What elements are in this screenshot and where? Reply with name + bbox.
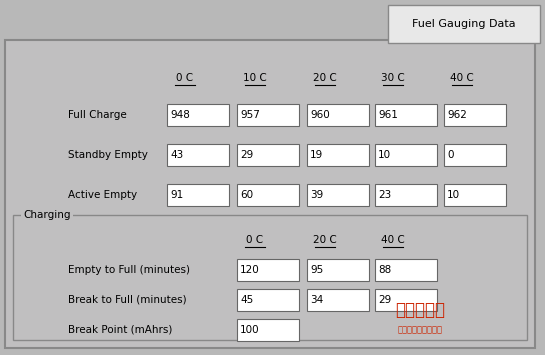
Text: Empty to Full (minutes): Empty to Full (minutes)	[68, 265, 190, 275]
Bar	[307, 184, 369, 206]
Bar	[237, 319, 299, 341]
Text: 10: 10	[447, 190, 460, 200]
Bar	[5, 40, 535, 348]
Bar	[307, 144, 369, 166]
Text: 961: 961	[378, 110, 398, 120]
Text: Break Point (mAhrs): Break Point (mAhrs)	[68, 325, 172, 335]
Text: 34: 34	[310, 295, 323, 305]
Bar	[375, 259, 437, 281]
Text: 10: 10	[378, 150, 391, 160]
Bar	[444, 144, 506, 166]
Text: 43: 43	[170, 150, 183, 160]
Text: Full Charge: Full Charge	[68, 110, 127, 120]
Text: 39: 39	[310, 190, 323, 200]
Text: 120: 120	[240, 265, 260, 275]
Bar	[13, 215, 527, 340]
Bar	[237, 259, 299, 281]
Bar	[388, 5, 540, 43]
Text: 20 C: 20 C	[313, 235, 337, 245]
Text: 20 C: 20 C	[313, 73, 337, 83]
Text: 10 C: 10 C	[243, 73, 267, 83]
Text: Active Empty: Active Empty	[68, 190, 137, 200]
Text: 29: 29	[240, 150, 253, 160]
Text: 0 C: 0 C	[177, 73, 193, 83]
Bar	[237, 289, 299, 311]
Bar	[444, 184, 506, 206]
Text: 88: 88	[378, 265, 391, 275]
Text: 40 C: 40 C	[450, 73, 474, 83]
Bar	[375, 144, 437, 166]
Bar	[375, 104, 437, 126]
Text: 29: 29	[378, 295, 391, 305]
Bar	[167, 184, 229, 206]
Bar	[167, 144, 229, 166]
Bar	[21, 211, 73, 219]
Text: 60: 60	[240, 190, 253, 200]
Bar	[375, 184, 437, 206]
Text: 0 C: 0 C	[246, 235, 264, 245]
Bar	[307, 259, 369, 281]
Bar	[307, 289, 369, 311]
Text: 962: 962	[447, 110, 467, 120]
Text: 960: 960	[310, 110, 330, 120]
Text: Standby Empty: Standby Empty	[68, 150, 148, 160]
Bar	[237, 184, 299, 206]
Text: 易迪拓培训: 易迪拓培训	[395, 301, 445, 319]
Text: 19: 19	[310, 150, 323, 160]
Bar	[167, 104, 229, 126]
Text: 射频和天线设计专家: 射频和天线设计专家	[397, 326, 443, 334]
Text: Break to Full (minutes): Break to Full (minutes)	[68, 295, 186, 305]
Bar	[307, 104, 369, 126]
Text: 0: 0	[447, 150, 453, 160]
Text: 91: 91	[170, 190, 183, 200]
Text: 45: 45	[240, 295, 253, 305]
Bar	[444, 104, 506, 126]
Text: 957: 957	[240, 110, 260, 120]
Text: 30 C: 30 C	[381, 73, 405, 83]
Bar	[237, 144, 299, 166]
Text: 948: 948	[170, 110, 190, 120]
Text: 95: 95	[310, 265, 323, 275]
Text: 23: 23	[378, 190, 391, 200]
Text: 40 C: 40 C	[381, 235, 405, 245]
Bar	[375, 289, 437, 311]
Text: Fuel Gauging Data: Fuel Gauging Data	[412, 19, 516, 29]
Text: Charging: Charging	[23, 210, 70, 220]
Text: 100: 100	[240, 325, 259, 335]
Bar	[237, 104, 299, 126]
